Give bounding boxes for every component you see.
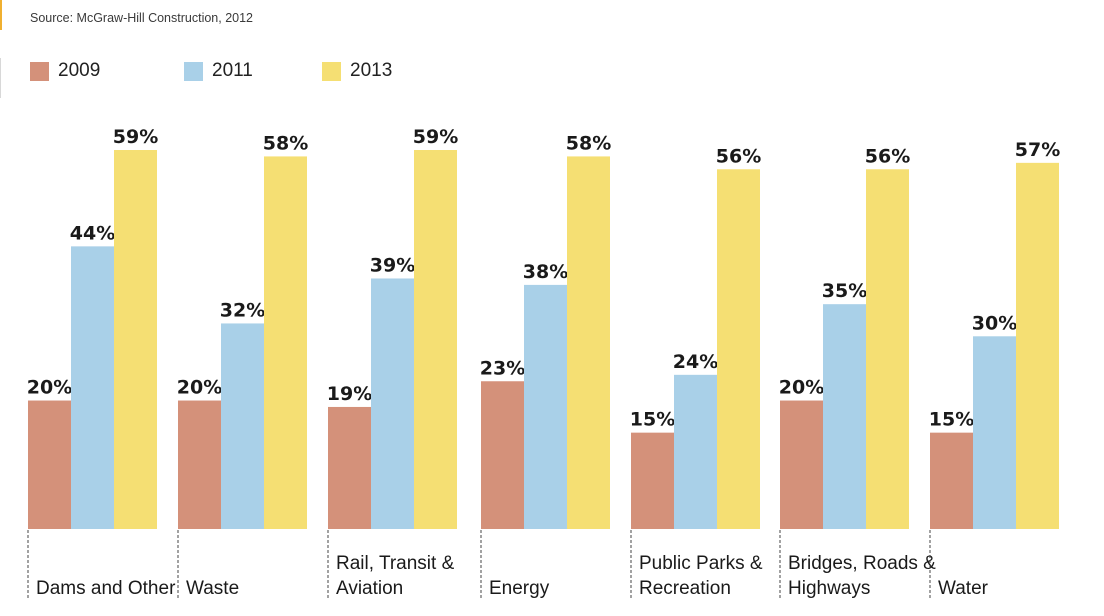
bar-value-label: 32% xyxy=(220,299,265,321)
edge-accent xyxy=(0,0,2,30)
legend-label-2011: 2011 xyxy=(212,60,253,81)
bar-value-label: 20% xyxy=(177,377,222,399)
bar-2011 xyxy=(823,304,866,529)
bar-value-label: 44% xyxy=(70,222,115,244)
legend-swatch-2011 xyxy=(184,61,203,81)
category-label: Energy xyxy=(489,578,550,599)
bar-value-label: 56% xyxy=(716,145,761,167)
bar-value-label: 15% xyxy=(630,409,675,431)
bar-2013 xyxy=(866,169,909,529)
bar-2013 xyxy=(717,169,760,529)
source-note: Source: McGraw-Hill Construction, 2012 xyxy=(30,11,253,25)
bar-2011 xyxy=(973,336,1016,529)
legend-item-2009: 2009 xyxy=(30,60,100,82)
bar-2013 xyxy=(567,156,610,530)
bar-2009 xyxy=(481,381,524,529)
bar-2011 xyxy=(524,284,567,529)
bar-2013 xyxy=(1016,162,1059,529)
bar-2009 xyxy=(930,432,973,529)
bar-value-label: 39% xyxy=(370,254,415,276)
bar-value-label: 57% xyxy=(1015,139,1060,161)
bar-2009 xyxy=(178,400,221,529)
bar-2009 xyxy=(328,406,371,529)
bar-2009 xyxy=(28,400,71,529)
bar-value-label: 23% xyxy=(480,357,525,379)
bar-2013 xyxy=(114,150,157,529)
bar-2011 xyxy=(674,374,717,529)
category-label: Waste xyxy=(186,578,239,599)
category-label: Rail, Transit & Aviation xyxy=(336,553,455,599)
category-label: Water xyxy=(938,578,989,599)
legend-label-2013: 2013 xyxy=(350,60,393,81)
bar-value-label: 59% xyxy=(413,126,458,148)
edge-divider xyxy=(0,58,1,98)
bar-2009 xyxy=(780,400,823,529)
bar-2013 xyxy=(264,156,307,530)
bar-value-label: 20% xyxy=(27,377,72,399)
bar-2011 xyxy=(71,246,114,529)
bar-value-label: 58% xyxy=(263,132,308,154)
bar-value-label: 19% xyxy=(327,383,372,405)
category-label: Bridges, Roads & Highways xyxy=(788,553,936,599)
bar-2013 xyxy=(414,150,457,529)
bar-value-label: 58% xyxy=(566,132,611,154)
legend-swatch-2013 xyxy=(322,61,341,81)
category-label: Public Parks & Recreation xyxy=(639,553,763,599)
bar-value-label: 15% xyxy=(929,409,974,431)
bar-value-label: 20% xyxy=(779,377,824,399)
category-label: Dams and Other xyxy=(36,578,176,599)
bar-value-label: 38% xyxy=(523,261,568,283)
legend-label-2009: 2009 xyxy=(58,60,101,81)
legend-item-2013: 2013 xyxy=(322,60,392,82)
bar-value-label: 24% xyxy=(673,351,718,373)
bar-value-label: 59% xyxy=(113,126,158,148)
bar-2011 xyxy=(221,323,264,529)
bar-value-label: 35% xyxy=(822,280,867,302)
bar-2009 xyxy=(631,432,674,529)
bar-2011 xyxy=(371,278,414,529)
legend-item-2011: 2011 xyxy=(184,60,253,82)
bar-value-label: 30% xyxy=(972,312,1017,334)
legend-swatch-2009 xyxy=(30,61,49,81)
bar-value-label: 56% xyxy=(865,145,910,167)
